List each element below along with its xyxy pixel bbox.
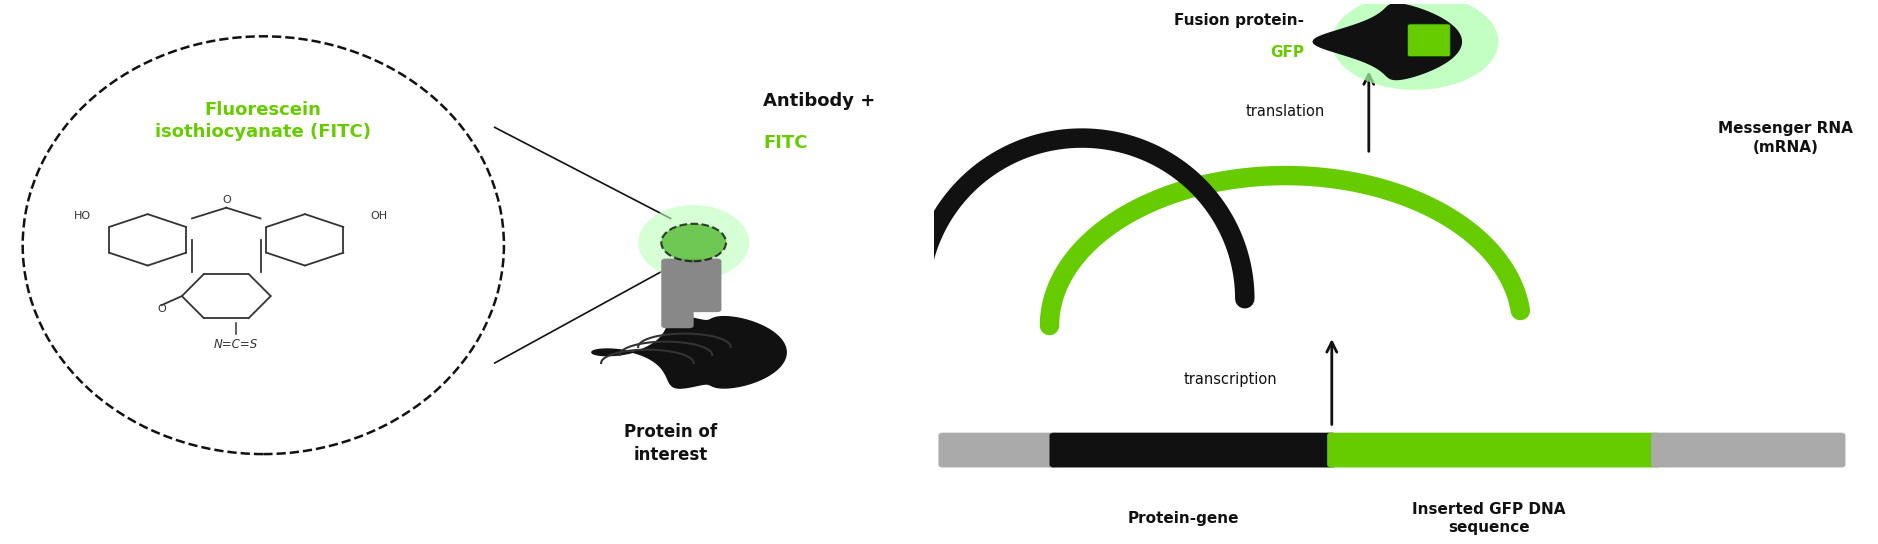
Text: OH: OH bbox=[370, 211, 387, 221]
Polygon shape bbox=[592, 317, 787, 388]
Text: translation: translation bbox=[1245, 104, 1326, 119]
Text: Protein of
interest: Protein of interest bbox=[623, 423, 717, 464]
FancyBboxPatch shape bbox=[1050, 432, 1337, 467]
Circle shape bbox=[661, 224, 727, 261]
Text: Fusion protein-: Fusion protein- bbox=[1174, 13, 1303, 28]
Ellipse shape bbox=[639, 205, 749, 280]
FancyBboxPatch shape bbox=[939, 432, 1059, 467]
Polygon shape bbox=[1313, 4, 1461, 79]
Text: Messenger RNA
(mRNA): Messenger RNA (mRNA) bbox=[1718, 121, 1854, 156]
Text: HO: HO bbox=[75, 211, 92, 221]
Text: O: O bbox=[222, 195, 231, 205]
FancyBboxPatch shape bbox=[1328, 432, 1660, 467]
Text: Fluorescein
isothiocyanate (FITC): Fluorescein isothiocyanate (FITC) bbox=[156, 101, 372, 141]
Circle shape bbox=[1332, 0, 1499, 90]
Text: Antibody +: Antibody + bbox=[762, 91, 881, 109]
Text: Inserted GFP DNA
sequence: Inserted GFP DNA sequence bbox=[1412, 502, 1566, 535]
Text: GFP: GFP bbox=[1270, 45, 1303, 60]
Text: Protein-gene: Protein-gene bbox=[1129, 511, 1239, 526]
Text: transcription: transcription bbox=[1183, 372, 1277, 387]
Text: FITC: FITC bbox=[762, 134, 808, 152]
FancyBboxPatch shape bbox=[1651, 432, 1846, 467]
Text: O: O bbox=[158, 305, 165, 314]
FancyBboxPatch shape bbox=[1408, 24, 1450, 57]
FancyBboxPatch shape bbox=[661, 258, 693, 328]
FancyBboxPatch shape bbox=[689, 258, 721, 312]
Text: N=C=S: N=C=S bbox=[214, 338, 257, 351]
